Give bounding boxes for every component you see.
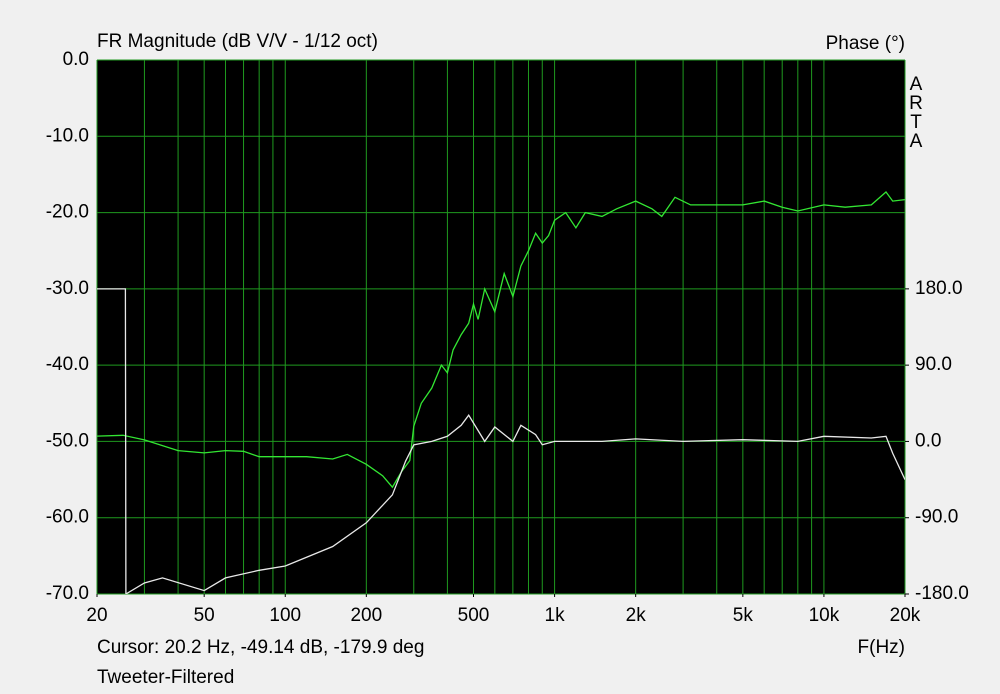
x-tick-label: 5k xyxy=(733,605,754,626)
x-axis-title: F(Hz) xyxy=(858,637,905,658)
y2-axis-title: Phase (°) xyxy=(826,33,905,54)
plot-area xyxy=(97,60,905,594)
x-tick-label: 20 xyxy=(86,605,107,626)
y-tick-label: -30.0 xyxy=(46,278,89,299)
y-tick-label: -20.0 xyxy=(46,202,89,223)
y-tick-label: -60.0 xyxy=(46,507,89,528)
y-tick-label: -50.0 xyxy=(46,430,89,451)
y2-tick-label: -180.0 xyxy=(915,583,969,604)
x-tick-label: 200 xyxy=(350,605,382,626)
y-tick-label: -70.0 xyxy=(46,583,89,604)
x-tick-label: 10k xyxy=(809,605,840,626)
cursor-readout: Cursor: 20.2 Hz, -49.14 dB, -179.9 deg xyxy=(97,637,424,658)
y2-tick-label: 180.0 xyxy=(915,278,963,299)
x-tick-label: 100 xyxy=(269,605,301,626)
footer-label: Tweeter-Filtered xyxy=(97,667,234,688)
y2-tick-label: 90.0 xyxy=(915,354,952,375)
series-line xyxy=(97,191,905,489)
x-tick-label: 20k xyxy=(890,605,921,626)
y2-tick-label: -90.0 xyxy=(915,507,958,528)
y-tick-label: 0.0 xyxy=(63,49,89,70)
y-tick-label: -10.0 xyxy=(46,125,89,146)
y-tick-label: -40.0 xyxy=(46,354,89,375)
x-tick-label: 1k xyxy=(545,605,566,626)
y2-tick-label: 0.0 xyxy=(915,430,941,451)
x-tick-label: 2k xyxy=(626,605,647,626)
chart-title: FR Magnitude (dB V/V - 1/12 oct) xyxy=(97,31,378,52)
series-line xyxy=(97,288,905,594)
watermark: ARTA xyxy=(906,74,927,150)
x-tick-label: 500 xyxy=(458,605,490,626)
x-tick-label: 50 xyxy=(194,605,215,626)
